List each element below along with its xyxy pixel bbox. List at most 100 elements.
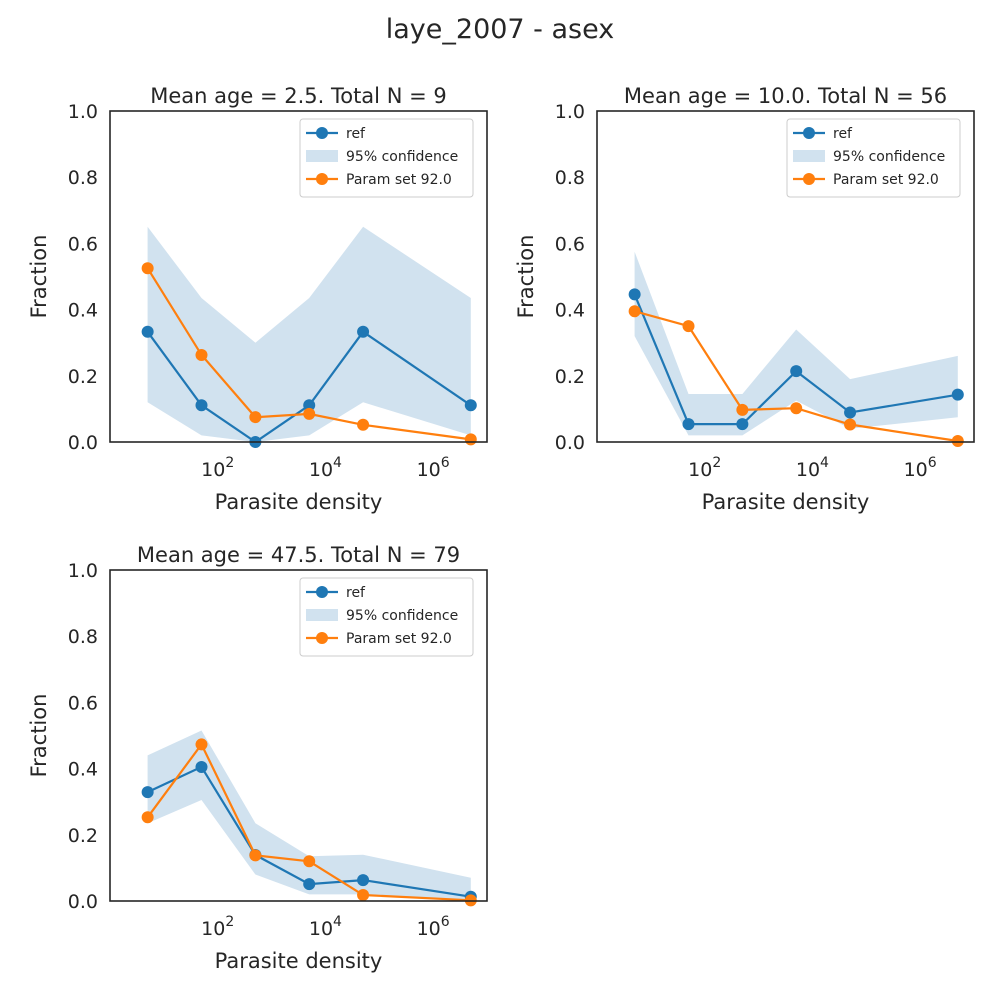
x-tick-exponent: 2 (225, 914, 234, 930)
legend-frame (299, 118, 474, 198)
x-tick-exponent: 2 (225, 455, 234, 471)
x-tick-exponent: 6 (928, 455, 937, 471)
confidence-band (634, 251, 958, 436)
param-set-point (790, 402, 803, 415)
x-tick-base: 10 (904, 459, 928, 481)
x-tick-exponent: 4 (820, 455, 829, 471)
y-tick-label: 1.0 (555, 101, 585, 123)
y-axis-label: Fraction (27, 235, 51, 319)
x-tick-label: 104 (309, 914, 342, 940)
y-tick-label: 0.6 (555, 233, 585, 255)
x-tick-label: 104 (309, 455, 342, 481)
x-tick-exponent: 4 (333, 914, 342, 930)
x-tick-base: 10 (417, 459, 441, 481)
legend-entry-label: Param set 92.0 (346, 172, 452, 188)
y-axis-label: Fraction (27, 694, 51, 778)
legend-entry-label: 95% confidence (346, 149, 458, 165)
ref-point (790, 365, 803, 378)
chart-panel-3: Mean age = 47.5. Total N = 79 0.0 0.2 0.4 0.… (27, 543, 488, 973)
param-set-point (303, 855, 316, 868)
y-tick-label: 1.0 (68, 101, 98, 123)
legend-frame (786, 118, 961, 198)
legend-marker-swatch (803, 173, 815, 185)
param-set-point (682, 320, 695, 333)
legend-frame (299, 577, 474, 657)
legend-marker-swatch (316, 173, 328, 185)
legend-entry-label: 95% confidence (346, 608, 458, 624)
legend-patch-swatch (793, 150, 825, 162)
x-tick-base: 10 (796, 459, 820, 481)
legend-marker-swatch (316, 586, 328, 598)
ref-series-line (633, 293, 958, 426)
y-tick-label: 0.4 (68, 759, 98, 781)
param-set-series-line (146, 267, 471, 441)
chart-panel-1: Mean age = 2.5. Total N = 9 0.0 0.2 0.4 0.6 0… (27, 84, 488, 514)
y-tick-label: 0.2 (68, 825, 98, 847)
ref-point (628, 288, 641, 301)
confidence-band (147, 226, 471, 442)
ref-point (195, 760, 208, 773)
y-tick-label: 0.8 (68, 167, 98, 189)
legend-entry-label: 95% confidence (833, 149, 945, 165)
legend-marker-swatch (316, 632, 328, 644)
ref-point (682, 418, 695, 431)
legend-entry-label: Param set 92.0 (346, 631, 452, 647)
y-tick-label: 0.0 (68, 432, 98, 454)
chart-panel-2: Mean age = 10.0. Total N = 56 0.0 0.2 0.4 0.… (514, 84, 975, 514)
legend: ref 95% confidence Param set 92.0 (786, 118, 961, 198)
ref-point (357, 325, 370, 338)
legend-marker-swatch (803, 127, 815, 139)
ref-point (736, 418, 749, 431)
legend-patch-swatch (306, 609, 338, 621)
x-tick-label: 102 (688, 455, 721, 481)
axes-frame (109, 110, 488, 443)
x-tick-exponent: 2 (712, 455, 721, 471)
legend-entry-label: ref (346, 126, 366, 142)
x-tick-label: 106 (417, 455, 450, 481)
param-set-point (249, 849, 262, 862)
legend-entry-label: Param set 92.0 (833, 172, 939, 188)
legend-entry-label: ref (833, 126, 853, 142)
y-tick-label: 0.8 (555, 167, 585, 189)
x-tick-label: 106 (904, 455, 937, 481)
legend-marker-swatch (316, 127, 328, 139)
param-set-point (195, 348, 208, 361)
ref-point (303, 399, 316, 412)
ref-point (951, 388, 964, 401)
param-set-series-line (634, 310, 958, 443)
ref-point (844, 406, 857, 419)
y-axis-label: Fraction (514, 235, 538, 319)
x-tick-label: 102 (201, 455, 234, 481)
param-set-point (249, 411, 262, 424)
x-tick-label: 104 (796, 455, 829, 481)
x-axis-label: Parasite density (215, 949, 383, 973)
param-set-point (195, 738, 208, 751)
ref-point (195, 399, 208, 412)
y-tick-label: 0.4 (555, 300, 585, 322)
y-tick-label: 0.2 (68, 366, 98, 388)
legend: ref 95% confidence Param set 92.0 (299, 577, 474, 657)
ref-series-line (147, 765, 471, 898)
param-set-point (844, 418, 857, 431)
x-tick-base: 10 (417, 918, 441, 940)
y-tick-label: 1.0 (68, 560, 98, 582)
y-tick-label: 0.0 (68, 891, 98, 913)
x-tick-base: 10 (201, 459, 225, 481)
chart-title: Mean age = 10.0. Total N = 56 (624, 84, 947, 108)
x-axis-label: Parasite density (215, 490, 383, 514)
param-set-point (736, 403, 749, 416)
param-set-point (141, 811, 154, 824)
param-set-point (464, 433, 477, 446)
x-tick-exponent: 4 (333, 455, 342, 471)
x-tick-base: 10 (688, 459, 712, 481)
axes-frame (109, 569, 488, 902)
x-tick-exponent: 6 (441, 914, 450, 930)
param-set-point (357, 418, 370, 431)
param-set-point (628, 305, 641, 318)
x-tick-base: 10 (309, 918, 333, 940)
ref-point (141, 325, 154, 338)
legend-entry-label: ref (346, 585, 366, 601)
chart-title: Mean age = 47.5. Total N = 79 (137, 543, 460, 567)
legend-patch-swatch (306, 150, 338, 162)
figure-suptitle: laye_2007 - asex (385, 14, 615, 45)
